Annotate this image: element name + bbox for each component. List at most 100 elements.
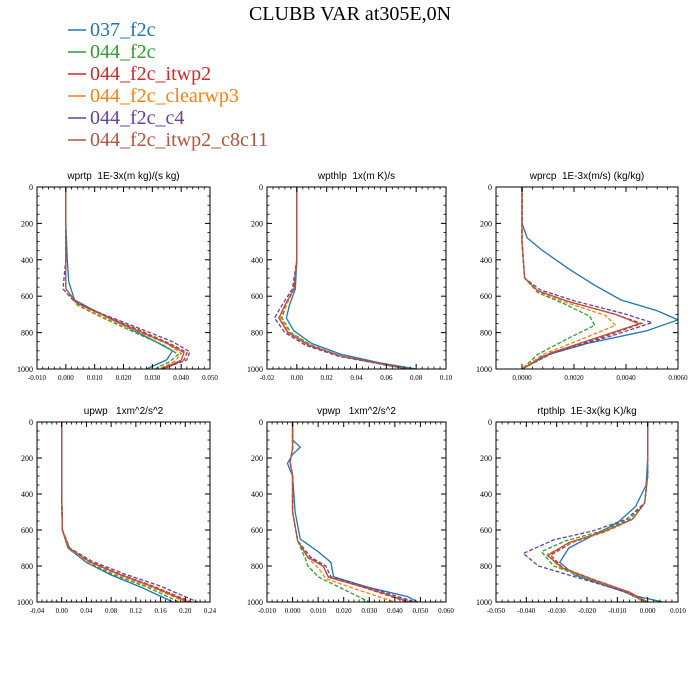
series-line — [521, 187, 641, 369]
legend-label: 044_f2c_clearwp3 — [90, 85, 239, 107]
x-tick-label: 0.000 — [285, 607, 301, 615]
series-line — [521, 187, 655, 369]
plot-frame — [36, 186, 211, 370]
x-tick-label: 0.050 — [413, 607, 429, 615]
profile-panel: rtpthlp 1E-3x(kg K)/kg -0.050 -0.040 -0.030… — [476, 406, 686, 615]
x-tick-label: 0.010 — [670, 607, 686, 615]
profile-panel: wprcp 1E-3x(m/s) (kg/kg) 0.0000 0.0020 0.00… — [476, 171, 688, 382]
x-tick-label: 0.08 — [410, 374, 423, 382]
series-line — [521, 187, 617, 369]
y-tick-label: 800 — [251, 329, 263, 338]
x-tick-label: 0.010 — [87, 374, 103, 382]
profile-panel: wpthlp 1x(m K)/s -0.02 0.00 0.02 0.04 0.06 0.0… — [247, 171, 453, 382]
y-tick-label: 200 — [21, 454, 33, 463]
plot-frame — [266, 421, 447, 603]
y-tick-label: 400 — [251, 256, 263, 265]
series-line — [521, 187, 644, 369]
y-tick-label: 1000 — [476, 365, 492, 374]
series-line — [62, 187, 191, 369]
series-line — [286, 422, 419, 602]
series-group — [62, 187, 191, 369]
series-group — [522, 422, 663, 602]
y-tick-label: 400 — [480, 490, 492, 499]
plot-frame — [495, 421, 679, 603]
x-tick-label: 0.040 — [387, 607, 403, 615]
x-tick-label: 0.16 — [154, 607, 167, 615]
series-group — [61, 422, 198, 602]
x-tick-label: 0.0020 — [564, 374, 584, 382]
y-tick-label: 0 — [259, 418, 263, 427]
x-tick-label: 0.0060 — [668, 374, 688, 382]
series-group — [521, 187, 678, 369]
y-tick-label: 200 — [251, 219, 263, 228]
legend-label: 037_f2c — [90, 19, 156, 41]
x-tick-label: 0.08 — [105, 607, 118, 615]
panel-grid: wprtp 1E-3x(m kg)/(s kg)-0.010 0.000 0.010… — [17, 171, 688, 615]
series-line — [289, 422, 411, 602]
y-tick-label: 600 — [21, 292, 33, 301]
y-tick-label: 200 — [21, 219, 33, 228]
profile-panel: wprtp 1E-3x(m kg)/(s kg) -0.010 0.000 0.010… — [17, 171, 218, 382]
x-tick-label: 0.00 — [56, 607, 69, 615]
y-tick-label: 600 — [480, 526, 492, 535]
series-line — [278, 187, 409, 369]
panel-title: rtpthlp 1E-3x(kg K)/kg — [537, 406, 636, 417]
y-tick-label: 0 — [29, 183, 33, 192]
series-line — [65, 187, 174, 369]
y-tick-label: 1000 — [476, 598, 492, 607]
x-tick-label: -0.040 — [517, 607, 536, 615]
figure-title: CLUBB VAR at305E,0N — [249, 3, 451, 25]
y-tick-label: 800 — [480, 329, 492, 338]
series-line — [546, 422, 649, 602]
series-line — [289, 422, 370, 602]
y-tick-label: 200 — [480, 454, 492, 463]
y-tick-label: 0 — [29, 418, 33, 427]
plot-frame — [495, 186, 679, 370]
x-tick-label: 0.040 — [173, 374, 189, 382]
x-tick-label: -0.050 — [487, 607, 506, 615]
series-line — [65, 187, 185, 369]
legend-label: 044_f2c_itwp2_c8c11 — [90, 129, 268, 151]
x-tick-label: 0.04 — [350, 374, 363, 382]
x-tick-label: 0.02 — [321, 374, 334, 382]
x-tick-label: -0.030 — [548, 607, 567, 615]
legend-label: 044_f2c — [90, 41, 156, 63]
x-tick-label: 0.060 — [438, 607, 454, 615]
x-tick-label: 0.000 — [640, 607, 656, 615]
legend-label: 044_f2c_itwp2 — [90, 63, 211, 85]
x-tick-label: -0.010 — [608, 607, 627, 615]
x-tick-label: 0.020 — [336, 607, 352, 615]
panel-title: wpthlp 1x(m K)/s — [317, 171, 395, 182]
series-line — [289, 422, 408, 602]
y-tick-label: 1000 — [17, 598, 33, 607]
x-tick-label: 0.030 — [144, 374, 160, 382]
y-tick-label: 1000 — [247, 598, 263, 607]
legend-entry: 044_f2c_clearwp3 — [68, 85, 239, 107]
y-tick-label: 800 — [480, 562, 492, 571]
panel-title: wprcp 1E-3x(m/s) (kg/kg) — [529, 171, 644, 182]
y-tick-label: 0 — [259, 183, 263, 192]
y-tick-label: 200 — [480, 219, 492, 228]
x-tick-label: 0.0000 — [512, 374, 532, 382]
series-line — [540, 422, 649, 602]
x-tick-label: -0.02 — [260, 374, 275, 382]
x-tick-label: 0.24 — [204, 607, 217, 615]
y-tick-label: 400 — [21, 256, 33, 265]
y-tick-label: 800 — [21, 329, 33, 338]
series-line — [278, 187, 409, 369]
legend-entry: 044_f2c_itwp2 — [68, 63, 211, 85]
x-tick-label: 0.030 — [361, 607, 377, 615]
x-tick-label: 0.020 — [116, 374, 132, 382]
x-tick-label: 0.000 — [58, 374, 74, 382]
y-tick-label: 0 — [488, 183, 492, 192]
x-tick-label: -0.010 — [28, 374, 47, 382]
profile-panel: upwp 1xm^2/s^2 -0.04 0.00 0.04 0.08 0.12 0.16 0… — [17, 406, 217, 615]
x-tick-label: -0.010 — [258, 607, 277, 615]
series-line — [289, 422, 396, 602]
series-group — [286, 422, 419, 602]
y-tick-label: 400 — [21, 490, 33, 499]
profile-panel: vpwp 1xm^2/s^2 -0.010 0.000 0.010 0.020 0.030… — [247, 406, 454, 615]
y-tick-label: 800 — [251, 562, 263, 571]
y-tick-label: 600 — [21, 526, 33, 535]
legend-label: 044_f2c_c4 — [90, 107, 184, 129]
